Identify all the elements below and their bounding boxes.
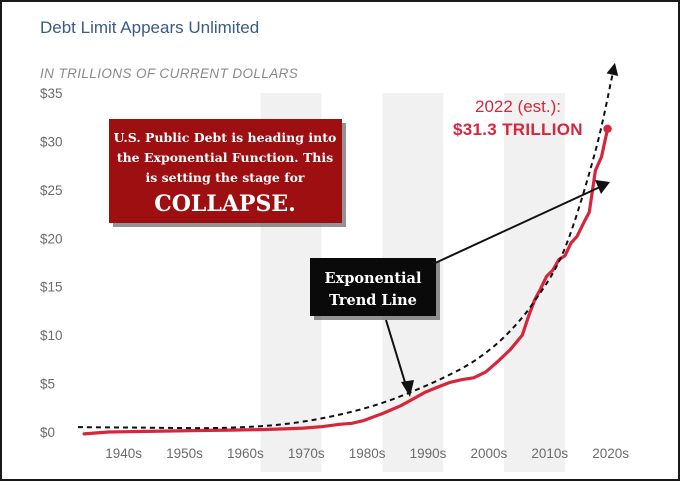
arrow-to-trend-high [432, 186, 601, 265]
y-axis: $0 $5 $10 $15 $20 $25 $30 $35 [40, 86, 63, 440]
x-tick-label: 1990s [410, 446, 447, 461]
debt-endpoint-marker [603, 124, 612, 134]
callout-line-3: is setting the stage for [145, 170, 304, 185]
trend-callout-box [310, 258, 436, 316]
x-tick-label: 1940s [105, 446, 142, 461]
x-tick-label: 1960s [227, 446, 264, 461]
estimate-value: $31.3 TRILLION [453, 120, 583, 139]
x-tick-label: 1970s [288, 446, 325, 461]
y-tick-label: $25 [40, 183, 63, 198]
x-tick-label: 1950s [166, 446, 203, 461]
y-tick-label: $5 [40, 377, 55, 392]
x-tick-label: 2000s [470, 446, 507, 461]
x-axis: 1940s 1950s 1960s 1970s 1980s 1990s 2000s 2010s… [105, 446, 629, 461]
chart-subtitle: IN TRILLIONS OF CURRENT DOLLARS [40, 66, 298, 81]
decade-band [504, 93, 565, 472]
arrow-to-trend-low-head [401, 380, 414, 397]
arrow-to-trend-low [385, 319, 408, 390]
trend-series-line [77, 68, 615, 430]
x-tick-label: 2020s [592, 446, 629, 461]
callout-line-2: the Exponential Function. This [117, 150, 333, 165]
x-tick-label: 1980s [349, 446, 386, 461]
trend-callout: Exponential Trend Line [310, 258, 440, 320]
y-tick-label: $30 [40, 134, 63, 149]
trend-callout-line-2: Trend Line [329, 292, 417, 309]
y-tick-label: $10 [40, 328, 63, 343]
collapse-callout-box [109, 119, 342, 223]
y-tick-label: $35 [40, 86, 63, 101]
chart-title: Debt Limit Appears Unlimited [40, 18, 259, 37]
debt-series-line [82, 127, 610, 436]
trend-arrowhead [606, 62, 619, 76]
y-tick-label: $0 [40, 425, 55, 440]
callout-line-1: U.S. Public Debt is heading into [114, 130, 337, 145]
trend-arrowhead-shape [606, 62, 619, 76]
estimate-label: 2022 (est.): [475, 97, 561, 116]
x-tick-label: 2010s [531, 446, 568, 461]
y-tick-label: $15 [40, 280, 63, 295]
arrow-to-trend-high-head [595, 180, 610, 194]
trend-callout-line-1: Exponential [325, 270, 422, 287]
collapse-callout: U.S. Public Debt is heading into the Exp… [109, 119, 346, 227]
callout-emphasis: COLLAPSE. [154, 191, 296, 217]
y-tick-label: $20 [40, 231, 63, 246]
